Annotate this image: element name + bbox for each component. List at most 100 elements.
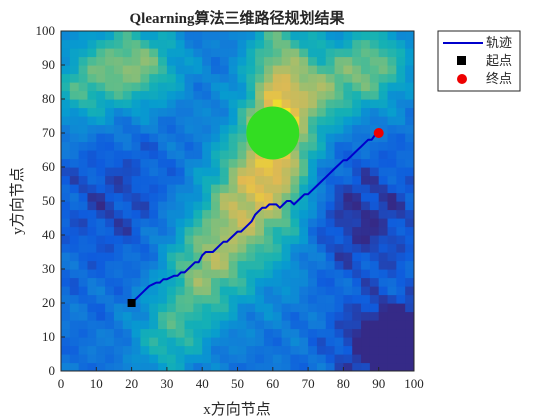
heatmap-cell: [105, 82, 115, 92]
heatmap-cell: [122, 56, 133, 66]
heatmap-cell: [69, 277, 80, 287]
heatmap-cell: [334, 260, 344, 270]
heatmap-cell: [237, 99, 247, 109]
x-tick-label: 90: [372, 376, 385, 391]
heatmap-cell: [237, 31, 247, 41]
heatmap-cell: [193, 48, 203, 58]
heatmap-cell: [316, 82, 327, 92]
heatmap-cell: [361, 320, 371, 330]
heatmap-cell: [281, 167, 292, 177]
heatmap-cell: [228, 277, 239, 287]
heatmap-cell: [263, 39, 274, 49]
heatmap-cell: [263, 235, 274, 245]
heatmap-cell: [281, 184, 292, 194]
heatmap-cell: [237, 90, 247, 100]
heatmap-cell: [378, 286, 389, 296]
heatmap-cell: [343, 260, 353, 270]
heatmap-cell: [396, 73, 406, 83]
heatmap-cell: [193, 311, 203, 321]
heatmap-cell: [175, 209, 186, 219]
heatmap-cell: [140, 48, 150, 58]
heatmap-cell: [61, 303, 71, 313]
heatmap-cell: [308, 175, 318, 185]
x-tick-label: 50: [231, 376, 244, 391]
heatmap-cell: [325, 56, 336, 66]
heatmap-cell: [158, 294, 168, 304]
heatmap-cell: [211, 252, 221, 262]
heatmap-cell: [263, 192, 274, 202]
heatmap-cell: [316, 39, 327, 49]
heatmap-cell: [122, 116, 133, 126]
heatmap-cell: [237, 158, 247, 168]
heatmap-cell: [281, 260, 292, 270]
heatmap-cell: [378, 73, 389, 83]
heatmap-cell: [228, 328, 239, 338]
heatmap-cell: [361, 65, 371, 75]
heatmap-cell: [246, 73, 256, 83]
heatmap-cell: [122, 133, 133, 143]
heatmap-cell: [325, 82, 336, 92]
heatmap-cell: [87, 31, 97, 41]
heatmap-cell: [263, 320, 274, 330]
heatmap-cell: [325, 311, 336, 321]
heatmap-cell: [237, 133, 247, 143]
heatmap-cell: [193, 56, 203, 66]
heatmap-cell: [263, 252, 274, 262]
heatmap-cell: [396, 235, 406, 245]
heatmap-cell: [166, 141, 177, 151]
heatmap-cell: [316, 201, 327, 211]
heatmap-cell: [149, 337, 159, 347]
heatmap-cell: [263, 175, 274, 185]
heatmap-cell: [343, 175, 353, 185]
heatmap-cell: [193, 294, 203, 304]
y-tick-label: 100: [36, 23, 56, 38]
heatmap-cell: [299, 218, 309, 228]
heatmap-cell: [290, 311, 300, 321]
heatmap-cell: [122, 31, 133, 41]
heatmap-cell: [369, 354, 380, 364]
heatmap-cell: [78, 99, 89, 109]
heatmap-cell: [149, 167, 159, 177]
heatmap-cell: [96, 243, 106, 253]
heatmap-cell: [166, 201, 177, 211]
heatmap-cell: [396, 209, 406, 219]
heatmap-cell: [113, 218, 124, 228]
heatmap-cell: [122, 192, 133, 202]
heatmap-cell: [334, 90, 344, 100]
heatmap-cell: [219, 362, 230, 371]
heatmap-cell: [308, 345, 318, 355]
heatmap-cell: [334, 209, 344, 219]
heatmap-cell: [122, 65, 133, 75]
heatmap-cell: [299, 260, 309, 270]
heatmap-cell: [369, 48, 380, 58]
heatmap-cell: [369, 235, 380, 245]
heatmap-cell: [87, 286, 97, 296]
heatmap-cell: [131, 107, 142, 117]
heatmap-cell: [87, 260, 97, 270]
heatmap-cell: [325, 116, 336, 126]
heatmap-cell: [87, 277, 97, 287]
heatmap-cell: [325, 303, 336, 313]
heatmap-cell: [87, 56, 97, 66]
heatmap-cell: [113, 48, 124, 58]
heatmap-cell: [193, 90, 203, 100]
heatmap-cell: [158, 277, 168, 287]
heatmap-cell: [263, 345, 274, 355]
heatmap-cell: [316, 235, 327, 245]
heatmap-cell: [378, 226, 389, 236]
heatmap-cell: [405, 345, 414, 355]
heatmap-cell: [166, 31, 177, 41]
heatmap-cell: [184, 158, 194, 168]
heatmap-cell: [369, 107, 380, 117]
heatmap-cell: [290, 303, 300, 313]
heatmap-cell: [149, 303, 159, 313]
heatmap-cell: [396, 354, 406, 364]
heatmap-cell: [96, 345, 106, 355]
heatmap-cell: [96, 124, 106, 134]
heatmap-cell: [140, 218, 150, 228]
heatmap-cell: [334, 277, 344, 287]
heatmap-cell: [78, 328, 89, 338]
heatmap-cell: [316, 150, 327, 160]
heatmap-cell: [131, 362, 142, 371]
heatmap-cell: [166, 56, 177, 66]
